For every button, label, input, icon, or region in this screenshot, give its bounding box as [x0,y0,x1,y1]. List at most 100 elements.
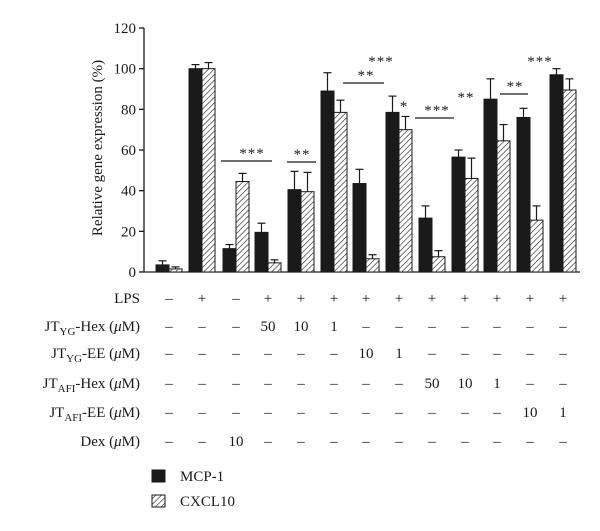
error-bars-group [158,61,574,269]
table-cell: – [492,346,501,362]
y-axis-label: Relative gene expression (%) [90,60,106,236]
bar-cxcl10 [562,89,577,273]
table-cell: – [460,434,469,450]
table-cell: – [231,291,240,307]
y-tick-label: 80 [121,102,136,118]
bar-mcp1 [483,98,498,273]
table-cell: 1 [559,405,567,421]
table-cell: – [164,405,173,421]
table-cell: + [297,291,305,307]
table-cell: – [525,434,534,450]
table-cell: 1 [330,319,338,335]
row-label: JTYG-Hex (μM) [45,319,141,338]
table-cell: – [558,376,567,392]
bar-cxcl10 [201,68,216,273]
table-cell: – [164,319,173,335]
significance-label: ** [294,147,311,163]
bar-cxcl10 [300,191,315,273]
table-cell: – [492,319,501,335]
y-tick-label: 40 [121,184,136,200]
table-cell: + [559,291,567,307]
table-cell: – [263,434,272,450]
table-cell: 10 [229,434,244,450]
legend: MCP-1 CXCL10 [151,469,235,510]
table-cell: – [525,376,534,392]
significance-label: ** [458,90,475,106]
significance-label: ** [358,68,375,84]
bar-mcp1 [287,189,302,273]
table-cell: – [164,291,173,307]
row-label: JTAFI-Hex (μM) [43,376,140,395]
y-axis: 0 20 40 60 80 100 120 [114,21,580,281]
y-tick-label: 100 [114,62,137,78]
legend-label-cxcl10: CXCL10 [180,494,235,510]
table-cell: + [526,291,534,307]
table-cell: – [558,434,567,450]
bar-mcp1 [155,264,170,273]
significance-label: ** [507,79,524,95]
significance-group: *** ******** ********** [221,54,553,163]
table-cell: – [427,405,436,421]
table-cell: – [361,319,370,335]
table-cell: – [329,434,338,450]
table-cell: – [296,405,305,421]
table-cell: – [558,346,567,362]
table-cell: – [164,434,173,450]
table-cell: + [428,291,436,307]
table-cell: – [460,319,469,335]
table-cell: – [231,405,240,421]
table-cell: – [492,434,501,450]
bar-cxcl10 [431,256,446,273]
bar-cxcl10 [267,262,282,273]
table-cell: – [492,405,501,421]
table-cell: – [231,319,240,335]
table-cell: 50 [425,376,440,392]
table-cell: – [460,405,469,421]
table-cell: – [263,405,272,421]
table-cell: + [362,291,370,307]
row-label: JTYG-EE (μM) [51,346,140,365]
row-label: LPS [114,291,140,307]
bar-cxcl10 [168,268,183,273]
bar-mcp1 [549,74,564,273]
table-cell: – [427,434,436,450]
bar-mcp1 [320,90,335,273]
table-cell: – [197,376,206,392]
bar-mcp1 [222,248,237,273]
y-tick-label: 0 [129,265,137,281]
bar-mcp1 [451,156,466,273]
significance-label: *** [239,146,265,162]
table-cell: – [197,434,206,450]
table-cell: – [164,376,173,392]
table-cell: 1 [493,376,501,392]
y-tick-label: 120 [114,21,137,37]
table-cell: + [461,291,469,307]
row-label: Dex (μM) [80,434,140,450]
bar-mcp1 [385,111,400,273]
table-cell: 10 [458,376,473,392]
bar-cxcl10 [464,177,479,273]
table-cell: – [197,405,206,421]
table-cell: – [197,346,206,362]
table-cell: 10 [294,319,309,335]
bar-mcp1 [254,231,269,273]
bar-mcp1 [418,217,433,273]
significance-label: *** [527,54,553,70]
table-cell: – [394,319,403,335]
table-cell: – [231,346,240,362]
table-cell: 10 [359,346,374,362]
y-tick-label: 60 [121,143,136,159]
table-cell: – [296,376,305,392]
bar-mcp1 [188,68,203,273]
table-cell: – [164,346,173,362]
table-cell: + [198,291,206,307]
table-cell: – [263,346,272,362]
table-cell: – [427,346,436,362]
bars-group [155,68,577,273]
table-cell: – [329,346,338,362]
table-cell: + [395,291,403,307]
legend-swatch-cxcl10 [151,494,166,508]
table-cell: – [394,376,403,392]
table-cell: 50 [261,319,276,335]
